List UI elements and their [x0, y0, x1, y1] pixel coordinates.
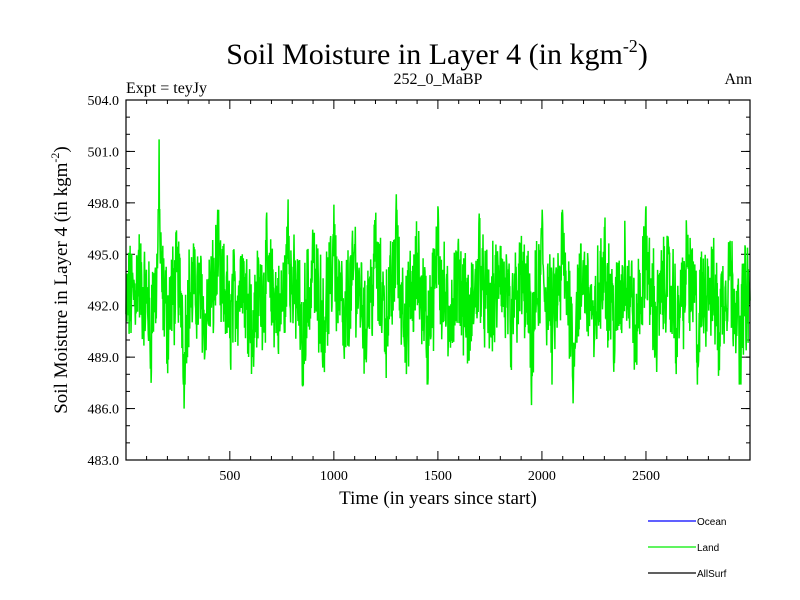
y-axis-label-main: Soil Moisture in Layer 4 (in kgm [51, 162, 72, 413]
y-tick-label: 501.0 [88, 145, 120, 160]
y-tick-label: 486.0 [88, 403, 120, 418]
legend-label-allsurf: AllSurf [697, 569, 727, 580]
x-axis-label: Time (in years since start) [339, 488, 537, 509]
y-tick-label: 483.0 [88, 454, 120, 469]
x-tick-label: 2000 [528, 469, 556, 484]
chart-title-end: ) [638, 38, 648, 71]
x-tick-label: 2500 [632, 469, 660, 484]
ticks-layer: 483.0 486.0 489.0 492.0 495.0 498.0 501.0 504.0… [88, 94, 750, 484]
y-tick-label: 495.0 [88, 248, 120, 263]
chart-title: Soil Moisture in Layer 4 (in kgm-2) [226, 36, 648, 71]
y-axis-label: Soil Moisture in Layer 4 (in kgm-2) [48, 146, 72, 414]
series-line-land [125, 139, 751, 409]
plot-frame [125, 99, 751, 461]
legend-label-ocean: Ocean [697, 517, 726, 528]
subtitle-left: Expt = teyJy [126, 80, 207, 97]
x-tick-label: 500 [219, 469, 240, 484]
y-axis-label-end: ) [51, 146, 72, 152]
plot-area [125, 139, 751, 409]
x-tick-label: 1000 [320, 469, 348, 484]
y-tick-label: 498.0 [88, 197, 120, 212]
chart-title-main: Soil Moisture in Layer 4 (in kgm [226, 38, 623, 71]
y-tick-label: 489.0 [88, 351, 120, 366]
y-axis-label-sup: -2 [48, 153, 62, 163]
y-tick-label: 492.0 [88, 300, 120, 315]
legend: Ocean Land AllSurf [648, 517, 727, 580]
subtitle-right: Ann [724, 71, 752, 88]
x-tick-label: 1500 [424, 469, 452, 484]
chart-title-sup: -2 [623, 36, 638, 56]
y-tick-label: 504.0 [88, 94, 120, 109]
subtitle-center: 252_0_MaBP [394, 71, 483, 88]
legend-label-land: Land [697, 543, 719, 554]
